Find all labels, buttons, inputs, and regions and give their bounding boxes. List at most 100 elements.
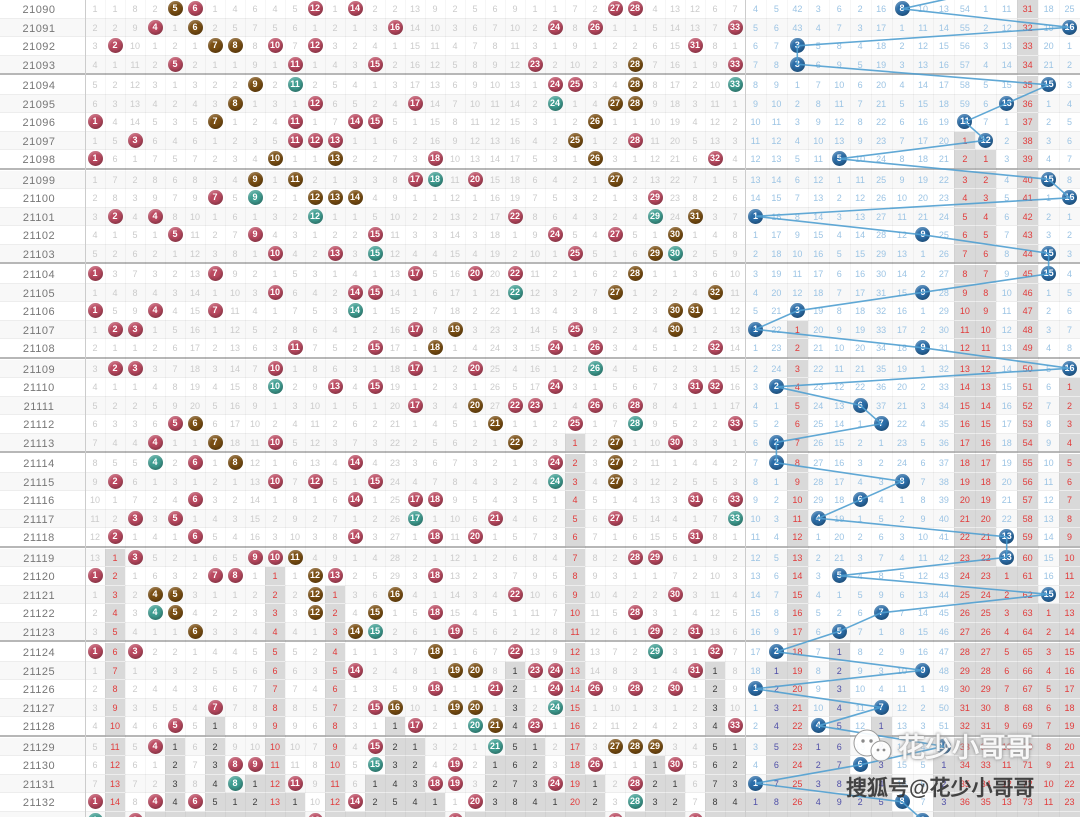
miss-cell: 1 xyxy=(632,760,638,770)
draw-row: 21112 6 3 3 6 5 6 6 17 10 2 4 11 2 6 2 21 1 4 5 1 21 1 1 2 25 1 7 28… xyxy=(0,415,1080,434)
miss-cell: 3 xyxy=(172,571,178,581)
draw-row: 21105 1 4 8 4 3 14 1 10 3 10 6 4 2 14 15 14 1 6 17 1 21 22 12 3 2… xyxy=(0,283,1080,302)
miss-cell: 4 xyxy=(592,98,598,109)
miss-cell: 3 xyxy=(272,343,278,353)
miss-cell: 2 xyxy=(272,324,278,335)
miss-cell: 2 xyxy=(878,458,884,468)
miss-cell: 1 xyxy=(352,647,358,657)
miss-cell: 8 xyxy=(878,571,884,581)
miss-cell: 34 xyxy=(938,400,949,411)
miss-cell: 4 xyxy=(878,495,884,505)
miss-cell: 10 xyxy=(1043,458,1054,468)
miss-cell: 2 xyxy=(352,571,358,581)
miss-cell: 8 xyxy=(592,306,598,316)
red-ball: 28 xyxy=(627,56,643,72)
period-label: 21107 xyxy=(22,324,56,337)
miss-cell: 74 xyxy=(1017,811,1039,817)
miss-cell: 3 xyxy=(392,647,398,657)
miss-cell: 4 xyxy=(572,211,578,222)
miss-cell: 7 xyxy=(899,608,905,618)
miss-cell: 16 xyxy=(429,135,440,146)
period-label: 21127 xyxy=(22,702,56,715)
miss-cell: 2 xyxy=(452,363,458,374)
draw-row: 21106 1 5 9 4 4 15 7 11 4 1 7 5 3 14 1 15 2 7 18 2 22 1 13 4 3 8 1 2… xyxy=(0,302,1080,321)
period-label: 21126 xyxy=(22,684,56,696)
miss-cell: 4 xyxy=(405,793,425,811)
red-ball: 27 xyxy=(607,455,623,470)
miss-cell: 3 xyxy=(212,248,218,259)
miss-cell: 67 xyxy=(1017,680,1039,698)
miss-cell: 42 xyxy=(1017,207,1039,225)
red-ball: 3 xyxy=(127,321,143,337)
miss-cell: 11 xyxy=(390,230,400,240)
miss-cell: 1 xyxy=(732,532,738,542)
miss-cell: 35 xyxy=(1017,76,1039,94)
miss-cell: 5 xyxy=(232,193,238,203)
miss-cell: 25 xyxy=(489,363,500,374)
miss-cell: 1 xyxy=(225,793,245,811)
miss-cell: 8 xyxy=(996,698,1018,716)
miss-cell: 10 xyxy=(828,811,850,817)
miss-cell: 13 xyxy=(1001,41,1012,51)
miss-cell: 3 xyxy=(192,684,198,694)
group-separator xyxy=(0,262,1080,264)
red-ball: 31 xyxy=(687,303,703,318)
miss-cell: 16 xyxy=(1001,400,1012,411)
miss-cell: 11 xyxy=(310,419,320,429)
red-ball: 5 xyxy=(167,605,183,620)
miss-cell: 5 xyxy=(857,59,863,70)
miss-cell: 2 xyxy=(252,117,258,127)
miss-cell: 11 xyxy=(710,589,720,600)
miss-cell: 11 xyxy=(90,513,100,524)
miss-cell: 16 xyxy=(489,193,500,203)
miss-cell: 1 xyxy=(192,476,198,487)
miss-cell: 6 xyxy=(452,437,458,448)
miss-cell: 3 xyxy=(232,513,238,524)
red-ball: 6 xyxy=(187,455,203,470)
miss-cell: 3 xyxy=(552,437,558,448)
miss-cell: 6 xyxy=(172,343,178,353)
miss-cell: 17 xyxy=(1059,680,1080,698)
miss-cell: 6 xyxy=(252,665,258,676)
miss-cell: 15 xyxy=(429,117,440,127)
blue-ball: 3 xyxy=(789,56,805,72)
red-ball: 28 xyxy=(627,794,643,809)
miss-cell: 4 xyxy=(292,626,298,637)
red-ball: 2 xyxy=(107,473,123,489)
miss-cell: 29 xyxy=(975,680,997,698)
miss-cell: 5 xyxy=(272,135,278,146)
miss-cell: 13 xyxy=(954,359,976,377)
miss-cell: 1 xyxy=(612,532,618,542)
miss-cell: 43 xyxy=(792,22,803,33)
miss-cell: 3 xyxy=(1067,248,1073,259)
miss-cell: 3 xyxy=(365,811,385,817)
miss-cell: 5 xyxy=(232,22,238,33)
miss-cell: 7 xyxy=(612,647,618,657)
miss-cell: 5 xyxy=(1067,117,1073,127)
miss-cell: 1 xyxy=(425,793,445,811)
miss-cell: 10 xyxy=(855,154,866,164)
group-separator xyxy=(0,640,1080,642)
miss-cell: 11 xyxy=(490,98,500,109)
miss-cell: 9 xyxy=(252,721,258,731)
blue-ball: 4 xyxy=(810,718,826,733)
miss-cell: 1 xyxy=(325,585,345,603)
miss-cell: 8 xyxy=(152,174,158,185)
miss-cell: 4 xyxy=(632,495,638,505)
miss-cell: 3 xyxy=(92,211,98,222)
miss-cell: 5 xyxy=(332,476,338,487)
red-ball: 12 xyxy=(307,473,323,489)
blue-ball: 7 xyxy=(873,699,889,715)
miss-cell: 18 xyxy=(876,41,887,51)
miss-cell: 10 xyxy=(834,343,845,353)
miss-cell: 10 xyxy=(729,269,740,279)
red-ball: 9 xyxy=(247,190,263,205)
miss-cell: 7 xyxy=(836,287,842,298)
miss-cell: 5 xyxy=(1059,454,1080,472)
miss-cell: 1 xyxy=(472,684,478,694)
miss-cell: 54 xyxy=(1017,433,1039,451)
miss-cell: 5 xyxy=(132,741,138,752)
miss-cell: 15 xyxy=(409,41,420,51)
miss-cell: 1 xyxy=(252,571,258,581)
miss-cell: 22 xyxy=(771,324,782,335)
